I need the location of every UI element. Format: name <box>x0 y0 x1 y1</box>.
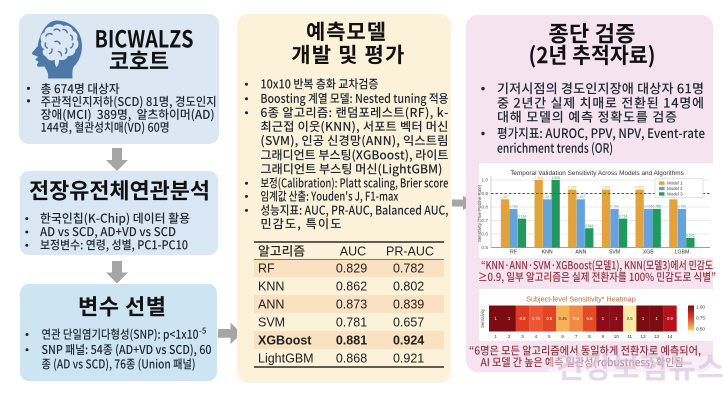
svg-text:Sensitivity (True Positive Rat: Sensitivity (True Positive Rate) <box>477 184 482 242</box>
svg-text:5: 5 <box>548 334 551 339</box>
svg-text:11: 11 <box>627 334 632 339</box>
svg-text:0.571: 0.571 <box>686 234 695 238</box>
svg-text:14: 14 <box>667 334 673 339</box>
svg-text:SVM: SVM <box>258 315 285 329</box>
svg-text:10: 10 <box>614 334 620 339</box>
svg-text:0.45: 0.45 <box>559 316 568 321</box>
svg-text:0.5: 0.5 <box>627 316 633 321</box>
svg-text:LGBM: LGBM <box>675 250 690 256</box>
svg-text:1.00: 1.00 <box>696 305 705 310</box>
svg-text:0.50: 0.50 <box>696 327 705 332</box>
svg-text:0.862: 0.862 <box>336 279 367 293</box>
svg-text:1.0: 1.0 <box>481 178 488 184</box>
svg-text:12: 12 <box>641 334 647 339</box>
svg-text:1: 1 <box>615 316 618 321</box>
svg-text:8: 8 <box>588 334 591 339</box>
svg-text:0.786: 0.786 <box>678 205 687 209</box>
svg-text:LightGBM: LightGBM <box>258 351 314 365</box>
svg-text:SVM: SVM <box>609 250 620 256</box>
svg-text:0.921: 0.921 <box>393 351 424 365</box>
svg-text:0.6: 0.6 <box>481 232 488 238</box>
svg-text:ANN: ANN <box>575 250 586 256</box>
svg-text:RF: RF <box>510 250 517 256</box>
svg-text:0.802: 0.802 <box>393 279 424 293</box>
svg-text:0.881: 0.881 <box>336 333 367 347</box>
svg-text:13: 13 <box>654 334 660 339</box>
svg-text:0.829: 0.829 <box>336 261 367 275</box>
svg-text:0.782: 0.782 <box>393 261 424 275</box>
svg-text:0.8: 0.8 <box>573 316 579 321</box>
svg-text:Model 1: Model 1 <box>667 181 683 186</box>
svg-text:0.7: 0.7 <box>481 218 488 224</box>
svg-text:0.714: 0.714 <box>619 214 628 218</box>
svg-text:0.8: 0.8 <box>546 316 552 321</box>
svg-text:0.786: 0.786 <box>610 205 619 209</box>
svg-text:1.000: 1.000 <box>534 176 543 180</box>
svg-text:2: 2 <box>508 334 511 339</box>
svg-text:1: 1 <box>495 316 498 321</box>
svg-text:1: 1 <box>642 316 645 321</box>
svg-text:1: 1 <box>602 316 605 321</box>
svg-text:XGB: XGB <box>643 250 654 256</box>
svg-text:6: 6 <box>561 334 564 339</box>
svg-text:7: 7 <box>575 334 578 339</box>
svg-text:0.873: 0.873 <box>336 297 367 311</box>
svg-text:0.929: 0.929 <box>635 185 644 189</box>
svg-text:Subject-level Sensitivity* Hea: Subject-level Sensitivity* Heatmap <box>526 295 635 304</box>
svg-text:0.714: 0.714 <box>518 214 527 218</box>
svg-text:PR-AUC: PR-AUC <box>386 245 434 259</box>
svg-text:1: 1 <box>494 334 497 339</box>
svg-text:3: 3 <box>521 334 524 339</box>
svg-text:0.9: 0.9 <box>667 316 673 321</box>
svg-text:Model 3: Model 3 <box>667 191 683 196</box>
svg-text:Temporal Validation Sensitivit: Temporal Validation Sensitivity Across M… <box>510 170 684 177</box>
svg-text:AUC: AUC <box>340 245 366 259</box>
svg-text:0.781: 0.781 <box>336 315 367 329</box>
svg-text:0.75: 0.75 <box>696 316 705 321</box>
svg-text:9: 9 <box>602 334 605 339</box>
svg-text:0.857: 0.857 <box>501 195 510 199</box>
svg-text:0.929: 0.929 <box>568 185 577 189</box>
svg-text:0.8: 0.8 <box>587 316 593 321</box>
svg-text:0.857: 0.857 <box>543 195 552 199</box>
svg-text:0.786: 0.786 <box>652 205 661 209</box>
svg-text:0.8: 0.8 <box>481 205 488 211</box>
svg-text:0.839: 0.839 <box>393 297 424 311</box>
svg-text:0.657: 0.657 <box>393 315 424 329</box>
svg-text:0.5: 0.5 <box>481 245 488 251</box>
svg-text:KNN: KNN <box>258 279 284 293</box>
svg-text:KNN: KNN <box>542 250 553 256</box>
svg-text:0.786: 0.786 <box>644 205 653 209</box>
svg-text:1.000: 1.000 <box>551 176 560 180</box>
svg-text:Sensitivity: Sensitivity <box>480 308 485 328</box>
svg-text:RF: RF <box>258 261 275 275</box>
svg-text:0.8: 0.8 <box>520 316 526 321</box>
svg-text:1: 1 <box>655 316 658 321</box>
svg-text:0.924: 0.924 <box>393 333 424 347</box>
svg-text:Model 2: Model 2 <box>667 186 683 191</box>
svg-text:0.786: 0.786 <box>509 205 518 209</box>
svg-text:ANN: ANN <box>258 297 284 311</box>
svg-text:0.75: 0.75 <box>532 316 541 321</box>
svg-text:0.868: 0.868 <box>336 351 367 365</box>
svg-text:0.857: 0.857 <box>577 195 586 199</box>
svg-text:1: 1 <box>508 316 511 321</box>
svg-text:4: 4 <box>535 334 538 339</box>
svg-text:0.929: 0.929 <box>602 185 611 189</box>
svg-text:0.643: 0.643 <box>585 224 594 228</box>
svg-text:0.9: 0.9 <box>481 191 488 197</box>
svg-text:XGBoost: XGBoost <box>258 333 312 347</box>
